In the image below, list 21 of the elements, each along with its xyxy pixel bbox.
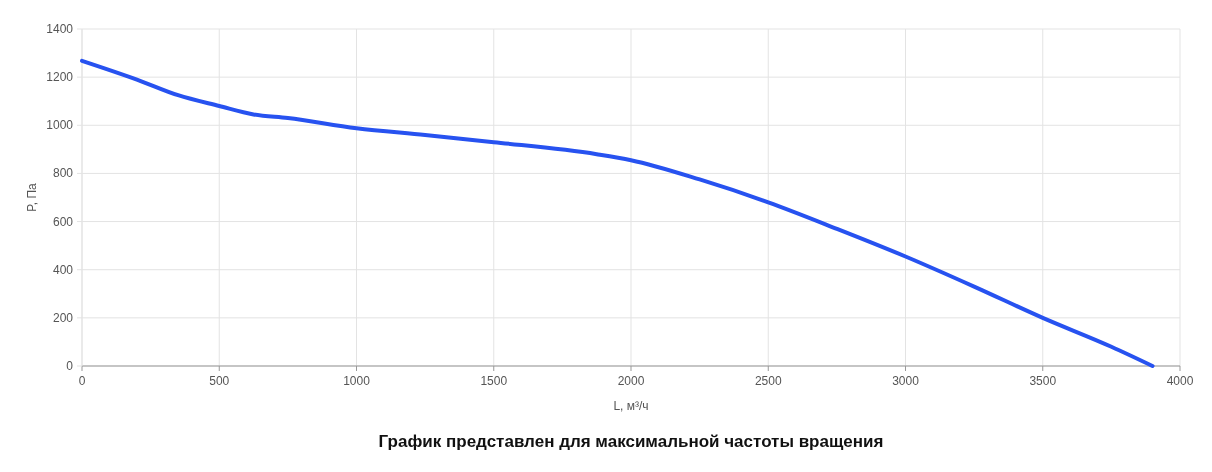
x-tick-label: 2500 — [754, 374, 782, 388]
y-axis-title: P, Па — [25, 182, 39, 212]
y-tick-label: 600 — [52, 214, 74, 229]
text: График представлен для максимальной частоты вращения — [378, 432, 884, 451]
y-tick-label: 1000 — [46, 118, 74, 133]
y-tick-label: 1400 — [46, 22, 74, 36]
x-tick-label: 3000 — [892, 374, 920, 388]
y-tick-label: 0 — [66, 359, 74, 373]
y-tick-label: 200 — [52, 310, 74, 325]
line-series — [80, 58, 1155, 368]
x-tick-label: 2000 — [617, 374, 645, 388]
x-tick-label: 500 — [209, 374, 230, 388]
x-tick-label: 3500 — [1029, 374, 1057, 388]
x-tick-label: 1000 — [343, 374, 371, 388]
x-tick-label: 4000 — [1166, 374, 1194, 388]
x-tick-label: 0 — [78, 374, 86, 388]
y-tick-label: 400 — [52, 262, 74, 277]
x-axis-title: L, м³/ч — [613, 399, 649, 413]
x-tick-label: 1500 — [480, 374, 508, 388]
y-tick-label: 1200 — [46, 70, 74, 85]
y-tick-label: 800 — [52, 166, 74, 181]
